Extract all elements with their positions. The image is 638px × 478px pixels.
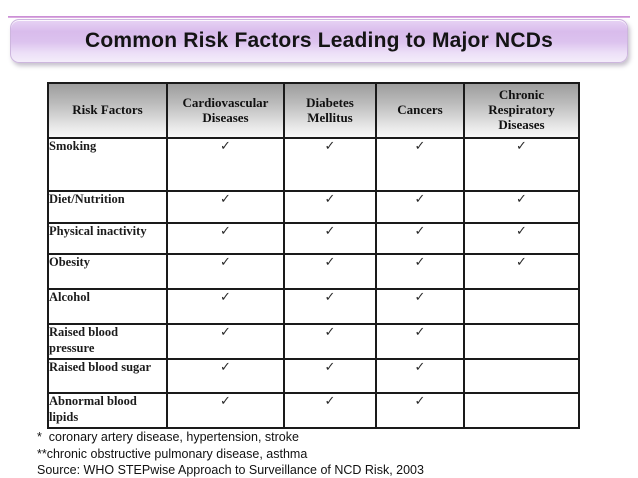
check-cell: ✓ xyxy=(283,137,377,192)
checkmark-icon: ✓ xyxy=(414,394,426,409)
table-row: Alcohol ✓ ✓ ✓ xyxy=(47,288,580,325)
check-cell: ✓ xyxy=(166,253,285,290)
checkmark-icon: ✓ xyxy=(414,360,426,375)
checkmark-icon: ✓ xyxy=(414,290,426,305)
check-cell: ✓ xyxy=(283,392,377,429)
check-cell: ✓ xyxy=(375,253,465,290)
checkmark-icon: ✓ xyxy=(414,325,426,340)
checkmark-icon: ✓ xyxy=(324,224,336,239)
top-accent-line xyxy=(8,16,630,18)
col-header-cardiovascular-diseases: Cardiovascular Diseases xyxy=(166,82,285,139)
check-cell: ✓ xyxy=(283,323,377,360)
checkmark-icon: ✓ xyxy=(414,224,426,239)
table-row: Smoking ✓ ✓ ✓ ✓ xyxy=(47,137,580,192)
col-header-diabetes-mellitus: Diabetes Mellitus xyxy=(283,82,377,139)
check-cell xyxy=(463,392,580,429)
check-cell: ✓ xyxy=(166,137,285,192)
checkmark-icon: ✓ xyxy=(414,139,426,154)
table-header-row: Risk Factors Cardiovascular Diseases Dia… xyxy=(47,82,580,139)
check-cell: ✓ xyxy=(283,222,377,255)
table-row: Obesity ✓ ✓ ✓ ✓ xyxy=(47,253,580,290)
table-row: Diet/Nutrition ✓ ✓ ✓ ✓ xyxy=(47,190,580,224)
check-cell: ✓ xyxy=(166,222,285,255)
row-label-cell: Alcohol xyxy=(47,288,168,325)
col-header-risk-factors: Risk Factors xyxy=(47,82,168,139)
checkmark-icon: ✓ xyxy=(324,139,336,154)
footnote-double-asterisk: **chronic obstructive pulmonary disease,… xyxy=(37,446,308,461)
check-cell: ✓ xyxy=(283,253,377,290)
row-label-cell: Diet/Nutrition xyxy=(47,190,168,224)
checkmark-icon: ✓ xyxy=(220,394,231,409)
check-cell: ✓ xyxy=(166,288,285,325)
check-cell: ✓ xyxy=(166,358,285,394)
footnotes: * coronary artery disease, hypertension,… xyxy=(37,429,424,478)
checkmark-icon: ✓ xyxy=(324,192,336,207)
col-header-chronic-respiratory-diseases: Chronic Respiratory Diseases xyxy=(463,82,580,139)
row-label-cell: Obesity xyxy=(47,253,168,290)
checkmark-icon: ✓ xyxy=(324,394,336,409)
checkmark-icon: ✓ xyxy=(220,325,231,340)
row-label-cell: Smoking xyxy=(47,137,168,192)
check-cell: ✓ xyxy=(375,137,465,192)
row-label-cell: Physical inactivity xyxy=(47,222,168,255)
check-cell xyxy=(463,323,580,360)
table-row: Abnormal blood lipids ✓ ✓ ✓ xyxy=(47,392,580,429)
check-cell: ✓ xyxy=(283,358,377,394)
check-cell: ✓ xyxy=(283,288,377,325)
footnote-asterisk: * coronary artery disease, hypertension,… xyxy=(37,430,299,444)
checkmark-icon: ✓ xyxy=(324,360,336,375)
row-label-cell: Raised blood pressure xyxy=(47,323,168,360)
checkmark-icon: ✓ xyxy=(220,360,231,375)
check-cell: ✓ xyxy=(463,190,580,224)
table-row: Raised blood sugar ✓ ✓ ✓ xyxy=(47,358,580,394)
checkmark-icon: ✓ xyxy=(220,192,231,207)
check-cell: ✓ xyxy=(375,222,465,255)
check-cell xyxy=(463,288,580,325)
check-cell: ✓ xyxy=(283,190,377,224)
checkmark-icon: ✓ xyxy=(414,255,426,270)
table-row: Physical inactivity ✓ ✓ ✓ ✓ xyxy=(47,222,580,255)
col-header-cancers: Cancers xyxy=(375,82,465,139)
checkmark-icon: ✓ xyxy=(414,192,426,207)
checkmark-icon: ✓ xyxy=(516,139,527,154)
check-cell xyxy=(463,358,580,394)
checkmark-icon: ✓ xyxy=(516,224,527,239)
title-banner: Common Risk Factors Leading to Major NCD… xyxy=(10,19,628,63)
check-cell: ✓ xyxy=(375,190,465,224)
table-row: Raised blood pressure ✓ ✓ ✓ xyxy=(47,323,580,360)
check-cell: ✓ xyxy=(463,222,580,255)
check-cell: ✓ xyxy=(375,392,465,429)
row-label-cell: Abnormal blood lipids xyxy=(47,392,168,429)
checkmark-icon: ✓ xyxy=(220,139,231,154)
check-cell: ✓ xyxy=(375,288,465,325)
source-line: Source: WHO STEPwise Approach to Surveil… xyxy=(37,463,424,477)
checkmark-icon: ✓ xyxy=(324,290,336,305)
check-cell: ✓ xyxy=(166,323,285,360)
risk-factors-table: Risk Factors Cardiovascular Diseases Dia… xyxy=(47,82,580,429)
check-cell: ✓ xyxy=(166,392,285,429)
row-label-cell: Raised blood sugar xyxy=(47,358,168,394)
checkmark-icon: ✓ xyxy=(324,325,336,340)
checkmark-icon: ✓ xyxy=(220,224,231,239)
check-cell: ✓ xyxy=(463,253,580,290)
check-cell: ✓ xyxy=(463,137,580,192)
check-cell: ✓ xyxy=(375,323,465,360)
checkmark-icon: ✓ xyxy=(324,255,336,270)
checkmark-icon: ✓ xyxy=(516,255,527,270)
check-cell: ✓ xyxy=(375,358,465,394)
checkmark-icon: ✓ xyxy=(220,255,231,270)
page-title: Common Risk Factors Leading to Major NCD… xyxy=(85,29,553,52)
checkmark-icon: ✓ xyxy=(220,290,231,305)
checkmark-icon: ✓ xyxy=(516,192,527,207)
check-cell: ✓ xyxy=(166,190,285,224)
